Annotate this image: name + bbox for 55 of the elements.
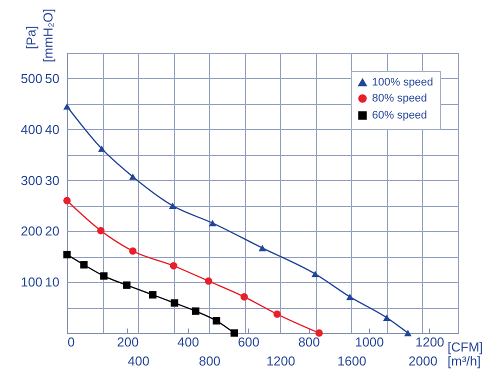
point <box>404 330 412 336</box>
point <box>98 146 106 152</box>
y2-tick-label: 30 <box>45 172 60 188</box>
y-tick-label: 200 <box>20 224 42 239</box>
x2-tick-label: 400 <box>128 354 150 368</box>
x2-tick-label: 800 <box>198 354 221 368</box>
x-tick-label: 800 <box>298 334 320 350</box>
point <box>149 291 156 299</box>
y2-tick-label: 50 <box>45 70 60 86</box>
y2-tick-label: 10 <box>45 274 60 290</box>
point <box>240 293 248 301</box>
point <box>192 307 200 315</box>
point <box>212 317 220 324</box>
legend-label: 100% speed <box>372 76 434 88</box>
point <box>170 262 178 270</box>
point <box>258 244 266 252</box>
point <box>168 202 176 209</box>
y-tick-label: 300 <box>20 172 42 188</box>
y-axis-title: [Pa] <box>24 26 38 50</box>
x-tick-label: 600 <box>238 334 260 350</box>
legend-label: 80% speed <box>372 92 428 104</box>
point <box>63 103 71 110</box>
point <box>273 310 281 318</box>
point <box>315 329 323 337</box>
point <box>346 294 354 300</box>
point <box>97 226 105 234</box>
point <box>100 272 108 280</box>
x-tick-label: 1200 <box>415 334 444 350</box>
x-axis-title: [CFM] <box>448 340 483 354</box>
x-tick-label: 400 <box>177 334 200 350</box>
legend-label: 60% speed <box>372 110 428 122</box>
x-tick-label: 1000 <box>354 334 384 350</box>
y2-axis-title: [mmH₂O] <box>40 8 56 62</box>
x-tick-label: 0 <box>68 334 75 350</box>
x-tick-label: 200 <box>117 334 139 350</box>
y-tick-label: 500 <box>20 70 42 86</box>
point <box>63 196 71 204</box>
point <box>311 270 319 278</box>
y2-tick-label: 20 <box>45 224 60 239</box>
point <box>129 174 137 180</box>
point <box>123 281 130 289</box>
point <box>80 261 88 268</box>
point <box>63 250 71 258</box>
point <box>204 277 212 285</box>
point <box>230 329 238 337</box>
point <box>208 220 216 226</box>
y-tick-label: 400 <box>20 122 42 137</box>
x2-axis-title: [m³/h] <box>448 354 481 368</box>
point <box>129 247 137 255</box>
y-tick-label: 100 <box>20 274 42 290</box>
x2-tick-label: 2000 <box>408 354 438 368</box>
x2-tick-label: 1200 <box>266 354 296 368</box>
x2-tick-label: 1600 <box>337 354 366 368</box>
y2-tick-label: 40 <box>45 122 60 137</box>
point <box>383 314 390 321</box>
